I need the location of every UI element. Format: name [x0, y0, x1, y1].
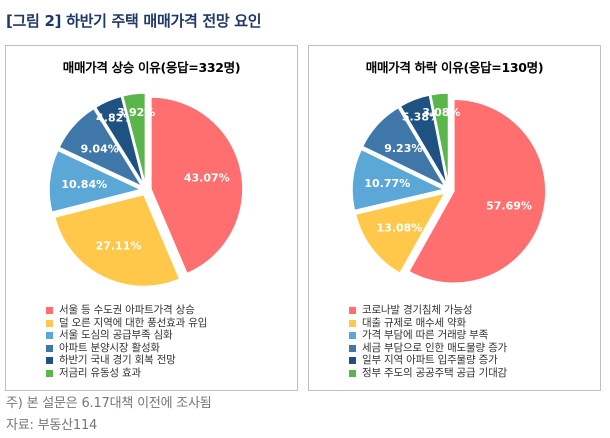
legend-swatch [46, 332, 53, 340]
legend-item: 저금리 유동성 효과 [46, 367, 207, 380]
legend-label: 세금 부담으로 인한 매도물량 증가 [362, 341, 507, 354]
slice-value-label: 5.38% [402, 111, 440, 124]
slice-value-label: 43.07% [184, 172, 230, 185]
legend-swatch [46, 307, 53, 314]
legend-item: 덜 오른 지역에 대한 풍선효과 유입 [46, 317, 207, 330]
slice-value-label: 9.23% [384, 142, 422, 155]
source-note: 자료: 부동산114 [6, 418, 98, 433]
slice-value-label: 10.77% [364, 177, 410, 190]
legend-label: 서울 등 수도권 아파트가격 상승 [59, 304, 195, 316]
slice-value-label: 4.82% [96, 112, 134, 125]
chart-panel-rise: 매매가격 상승 이유(응답=332명) 43.07% 27.11% 10.84% 9.… [5, 45, 298, 391]
legend-item: 대출 규제로 매수세 약화 [349, 317, 507, 330]
legend-label: 아파트 분양시장 활성화 [59, 341, 160, 354]
legend-label: 가격 부담에 따른 거래량 부족 [362, 329, 489, 342]
legend-swatch [46, 319, 53, 327]
legend-label: 서울 도심의 공급부족 심화 [59, 329, 173, 342]
legend-item: 일부 지역 아파트 입주물량 증가 [349, 354, 507, 367]
legend-swatch [349, 344, 356, 352]
pie-slice [407, 98, 547, 285]
slice-value-label: 3.92% [117, 106, 155, 119]
legend-swatch [349, 332, 356, 340]
slice-value-label: 9.04% [81, 143, 119, 156]
legend-item: 세금 부담으로 인한 매도물량 증가 [349, 342, 507, 355]
pie-slice [429, 92, 450, 186]
legend-swatch [46, 357, 53, 365]
pie-slice [351, 148, 447, 212]
legend-item: 서울 등 수도권 아파트가격 상승 [46, 304, 207, 317]
slice-value-label: 10.84% [61, 178, 107, 191]
chart-title: 매매가격 하락 이유(응답=130명) [365, 60, 544, 75]
legend-swatch [349, 307, 356, 314]
legend-label: 대출 규제로 매수세 약화 [362, 316, 467, 329]
pie-slice [53, 193, 181, 288]
legend-rise: 서울 등 수도권 아파트가격 상승 덜 오른 지역에 대한 풍선효과 유입 서울… [46, 304, 207, 380]
legend-fall: 코로나발 경기침체 가능성 대출 규제로 매수세 약화 가격 부담에 따른 거래… [349, 304, 507, 380]
pie-slice [94, 95, 145, 186]
figure-title: [그림 2] 하반기 주택 매매가격 전망 요인 [6, 12, 262, 30]
pie-slice [58, 107, 145, 189]
footnote: 주) 본 설문은 6.17대책 이전에 조사됨 [6, 396, 212, 411]
pie-slice [121, 92, 147, 186]
legend-label: 저금리 유동성 효과 [59, 366, 141, 379]
legend-item: 아파트 분양시장 활성화 [46, 342, 207, 355]
legend-swatch [349, 357, 356, 365]
legend-item: 가격 부담에 따른 거래량 부족 [349, 329, 507, 342]
pie-slice [354, 191, 447, 275]
pie-chart-fall: 57.69% 13.08% 10.77% 9.23% 5.38%3.08% [351, 92, 547, 285]
legend-item: 서울 도심의 공급부족 심화 [46, 329, 207, 342]
legend-label: 정부 주도의 공공주택 공급 기대감 [362, 366, 507, 379]
legend-label: 덜 오른 지역에 대한 풍선효과 유입 [59, 316, 208, 329]
legend-item: 정부 주도의 공공주택 공급 기대감 [349, 367, 507, 380]
legend-swatch [349, 319, 356, 327]
slice-value-label: 3.08% [422, 106, 460, 119]
pie-slice [399, 94, 448, 186]
legend-label: 일부 지역 아파트 입주물량 증가 [362, 354, 498, 367]
pie-chart-rise: 43.07% 27.11% 10.84% 9.04% 4.82%3.92% [48, 92, 244, 288]
pie-slice [48, 149, 144, 214]
legend-item: 코로나발 경기침체 가능성 [349, 304, 507, 317]
legend-swatch [46, 344, 53, 352]
legend-item: 하반기 국내 경기 회복 전망 [46, 354, 207, 367]
slice-value-label: 27.11% [96, 240, 142, 253]
slice-value-label: 13.08% [377, 221, 423, 234]
slice-value-label: 57.69% [486, 200, 532, 213]
legend-label: 코로나발 경기침체 가능성 [362, 304, 473, 316]
legend-label: 하반기 국내 경기 회복 전망 [59, 354, 176, 367]
legend-swatch [349, 369, 356, 377]
legend-swatch [46, 369, 53, 377]
chart-title: 매매가격 상승 이유(응답=332명) [62, 60, 241, 75]
pie-slice [150, 96, 244, 275]
chart-panel-fall: 매매가격 하락 이유(응답=130명) 57.69% 13.08% 10.77% 9.… [308, 45, 601, 391]
pie-slice [361, 106, 448, 189]
